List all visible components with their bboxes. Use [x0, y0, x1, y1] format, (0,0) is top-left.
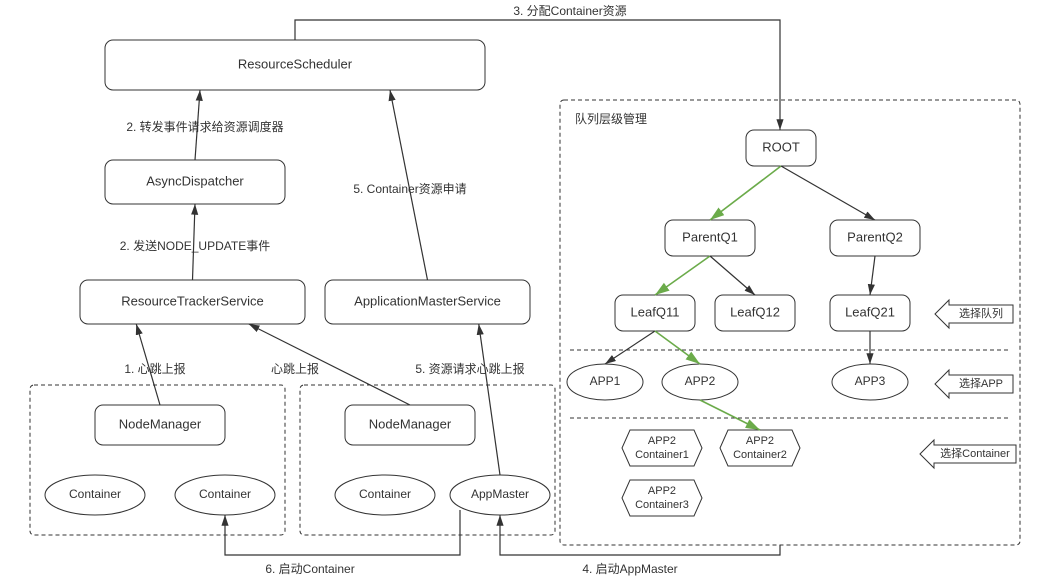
svg-text:APP2: APP2: [746, 435, 774, 447]
ellipse-label-c2: Container: [199, 487, 251, 501]
tree-edge: [710, 166, 781, 220]
tree-edge: [710, 256, 755, 295]
box-label-tracker: ResourceTrackerService: [121, 293, 264, 308]
box-label-scheduler: ResourceScheduler: [238, 56, 353, 71]
ellipse-label-app3: APP3: [855, 374, 886, 388]
edge-label: 心跳上报: [271, 361, 319, 376]
svg-text:APP2: APP2: [648, 485, 676, 497]
edge-path4: [500, 515, 780, 555]
svg-text:Container2: Container2: [733, 449, 787, 461]
edge-label: 3. 分配Container资源: [513, 4, 626, 18]
section-title: 队列层级管理: [575, 111, 647, 126]
box-label-ams: ApplicationMasterService: [354, 293, 501, 308]
box-label-pq2: ParentQ2: [847, 229, 903, 244]
callout-label-c: 选择Container: [940, 446, 1010, 460]
svg-text:APP2: APP2: [648, 435, 676, 447]
ellipse-label-c3: Container: [359, 487, 411, 501]
box-label-nm2: NodeManager: [369, 416, 452, 431]
ellipse-label-app2: APP2: [685, 374, 716, 388]
ellipse-label-am: AppMaster: [471, 487, 529, 501]
edge-path6: [225, 510, 460, 555]
edge-label: 6. 启动Container: [265, 562, 354, 576]
svg-text:Container1: Container1: [635, 449, 689, 461]
tree-edge: [605, 331, 655, 364]
box-label-lq11: LeafQ11: [631, 304, 680, 319]
edge-label: 2. 发送NODE_UPDATE事件: [120, 238, 270, 253]
svg-text:Container3: Container3: [635, 499, 689, 511]
tree-edge: [700, 400, 760, 430]
box-label-dispatcher: AsyncDispatcher: [146, 173, 244, 188]
box-label-nm1: NodeManager: [119, 416, 202, 431]
edge: [479, 324, 500, 475]
edge-label: 2. 转发事件请求给资源调度器: [126, 119, 283, 134]
edge-label: 5. Container资源申请: [353, 182, 466, 196]
tree-edge: [655, 256, 710, 295]
callout-label-a: 选择APP: [959, 376, 1003, 390]
edge-label: 4. 启动AppMaster: [582, 562, 677, 576]
box-label-root: ROOT: [762, 139, 800, 154]
callout-label-q: 选择队列: [959, 306, 1003, 320]
ellipse-label-app1: APP1: [590, 374, 621, 388]
tree-edge: [655, 331, 700, 364]
tree-edge: [870, 256, 875, 295]
box-label-lq21: LeafQ21: [845, 304, 895, 319]
box-label-lq12: LeafQ12: [730, 304, 780, 319]
tree-edge: [781, 166, 875, 220]
edge-label: 5. 资源请求心跳上报: [415, 361, 524, 376]
edge-label: 1. 心跳上报: [124, 361, 185, 376]
box-label-pq1: ParentQ1: [682, 229, 738, 244]
ellipse-label-c1: Container: [69, 487, 121, 501]
diagram-svg: 队列层级管理 ResourceScheduler AsyncDispatcher Re…: [0, 0, 1043, 582]
